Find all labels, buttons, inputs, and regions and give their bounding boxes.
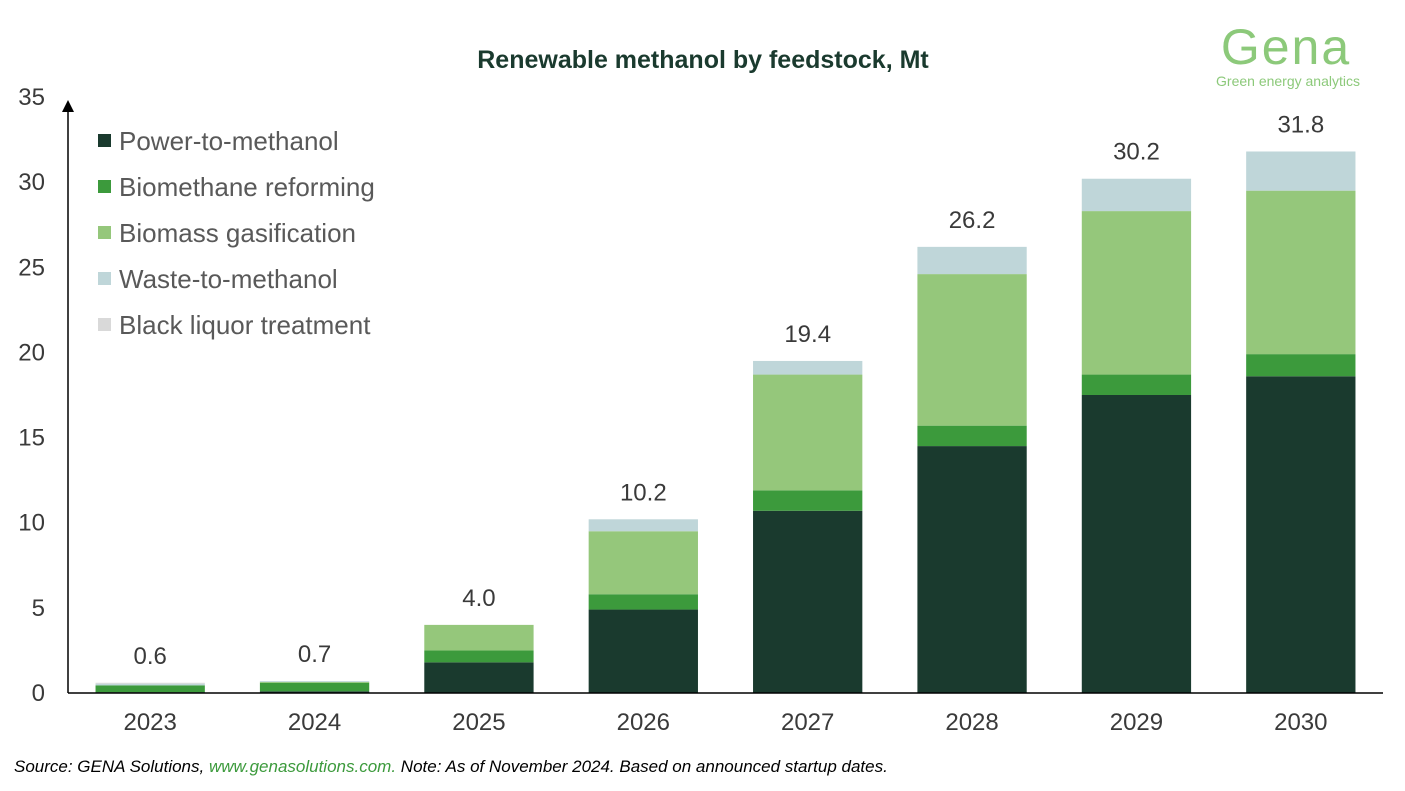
y-axis-arrow-icon — [62, 100, 74, 112]
logo-wordmark: Gena — [1221, 19, 1351, 75]
y-tick-label: 5 — [32, 595, 45, 622]
bar-segment-power-to-methanol — [588, 609, 698, 693]
x-tick-label: 2023 — [123, 709, 176, 736]
bar-stack-2025 — [424, 624, 534, 693]
x-tick-label: 2026 — [617, 709, 670, 736]
bar-stack-2026 — [588, 519, 698, 693]
bar-stack-2029 — [1081, 178, 1192, 693]
bar-segment-biomethane-reforming — [753, 490, 863, 511]
total-label: 30.2 — [1113, 139, 1160, 166]
legend-swatch — [98, 180, 111, 193]
logo-tagline: Green energy analytics — [1216, 73, 1360, 89]
bar-segment-biomass-gasification — [1246, 190, 1356, 355]
total-labels: 0.6 0.7 4.0 10.2 19.4 26.2 30.2 31.8 — [134, 111, 1325, 669]
legend-label: Power-to-methanol — [119, 126, 339, 156]
bar-segment-biomethane-reforming — [95, 685, 205, 693]
bar-segment-power-to-methanol — [753, 510, 863, 693]
total-label: 26.2 — [949, 207, 996, 234]
x-tick-label: 2025 — [452, 709, 505, 736]
legend-label: Waste-to-methanol — [119, 264, 338, 294]
bar-segment-power-to-methanol — [1081, 395, 1192, 693]
source-text: Source: GENA Solutions, — [14, 757, 209, 776]
x-axis-ticks: 2023 2024 2025 2026 2027 2028 2029 2030 — [123, 709, 1327, 736]
legend-item-black-liquor-treatment: Black liquor treatment — [98, 310, 371, 340]
bar-segment-biomethane-reforming — [1246, 354, 1356, 377]
chart-title: Renewable methanol by feedstock, Mt — [477, 46, 929, 74]
total-label: 10.2 — [620, 479, 667, 506]
source-footnote: Source: GENA Solutions, www.genasolution… — [14, 757, 888, 777]
bar-segment-biomethane-reforming — [424, 650, 534, 663]
bar-segment-power-to-methanol — [1246, 376, 1356, 693]
bar-segment-biomass-gasification — [424, 624, 534, 651]
bar-segment-biomethane-reforming — [259, 682, 370, 692]
total-label: 0.6 — [134, 643, 167, 670]
bar-stacks — [95, 151, 1356, 693]
bar-segment-biomass-gasification — [259, 681, 370, 683]
legend-swatch — [98, 226, 111, 239]
bar-stack-2027 — [753, 360, 863, 693]
legend-label: Biomass gasification — [119, 218, 356, 248]
bar-segment-biomethane-reforming — [588, 594, 698, 610]
bar-segment-power-to-methanol — [917, 446, 1027, 693]
total-label: 4.0 — [462, 585, 495, 612]
bar-segment-waste-to-methanol — [588, 519, 698, 532]
y-tick-label: 20 — [18, 339, 45, 366]
bar-segment-waste-to-methanol — [95, 683, 205, 686]
bar-segment-biomass-gasification — [588, 531, 698, 595]
gena-logo: Gena Green energy analytics — [1216, 19, 1360, 89]
y-axis-ticks: 0 5 10 15 20 25 30 35 — [18, 84, 45, 707]
total-label: 19.4 — [784, 321, 831, 348]
y-tick-label: 35 — [18, 84, 45, 111]
bar-segment-waste-to-methanol — [917, 246, 1027, 275]
bar-segment-waste-to-methanol — [753, 360, 863, 375]
y-tick-label: 0 — [32, 680, 45, 707]
legend: Power-to-methanol Biomethane reforming Bio… — [98, 126, 375, 340]
bar-segment-waste-to-methanol — [1246, 151, 1356, 191]
bar-segment-biomethane-reforming — [1081, 374, 1192, 395]
legend-item-waste-to-methanol: Waste-to-methanol — [98, 264, 338, 294]
legend-swatch — [98, 318, 111, 331]
bar-segment-biomass-gasification — [917, 274, 1027, 426]
x-tick-label: 2030 — [1274, 709, 1327, 736]
bar-stack-2024 — [259, 681, 370, 693]
y-tick-label: 30 — [18, 169, 45, 196]
total-label: 31.8 — [1277, 111, 1324, 138]
legend-item-biomass-gasification: Biomass gasification — [98, 218, 356, 248]
source-link[interactable]: www.genasolutions.com. — [208, 757, 397, 776]
y-tick-label: 25 — [18, 254, 45, 281]
x-tick-label: 2028 — [945, 709, 998, 736]
bar-segment-waste-to-methanol — [259, 681, 370, 682]
x-tick-label: 2027 — [781, 709, 834, 736]
bar-segment-biomethane-reforming — [917, 425, 1027, 447]
legend-item-power-to-methanol: Power-to-methanol — [98, 126, 339, 156]
legend-item-biomethane-reforming: Biomethane reforming — [98, 172, 375, 202]
y-tick-label: 10 — [18, 510, 45, 537]
bar-segment-power-to-methanol — [259, 691, 370, 693]
legend-swatch — [98, 134, 111, 147]
bar-stack-2023 — [95, 682, 205, 693]
legend-swatch — [98, 272, 111, 285]
legend-label: Black liquor treatment — [119, 310, 371, 340]
bar-segment-biomass-gasification — [1081, 211, 1192, 375]
bar-segment-biomass-gasification — [753, 374, 863, 491]
y-tick-label: 15 — [18, 425, 45, 452]
bar-segment-black-liquor-treatment — [95, 682, 205, 684]
bar-segment-waste-to-methanol — [1081, 178, 1192, 212]
bar-stack-2030 — [1246, 151, 1356, 693]
x-tick-label: 2029 — [1110, 709, 1163, 736]
total-label: 0.7 — [298, 641, 331, 668]
bar-segment-power-to-methanol — [424, 662, 534, 693]
legend-label: Biomethane reforming — [119, 172, 375, 202]
x-tick-label: 2024 — [288, 709, 341, 736]
note-text: Note: As of November 2024. Based on anno… — [396, 757, 888, 776]
bar-stack-2028 — [917, 246, 1027, 693]
